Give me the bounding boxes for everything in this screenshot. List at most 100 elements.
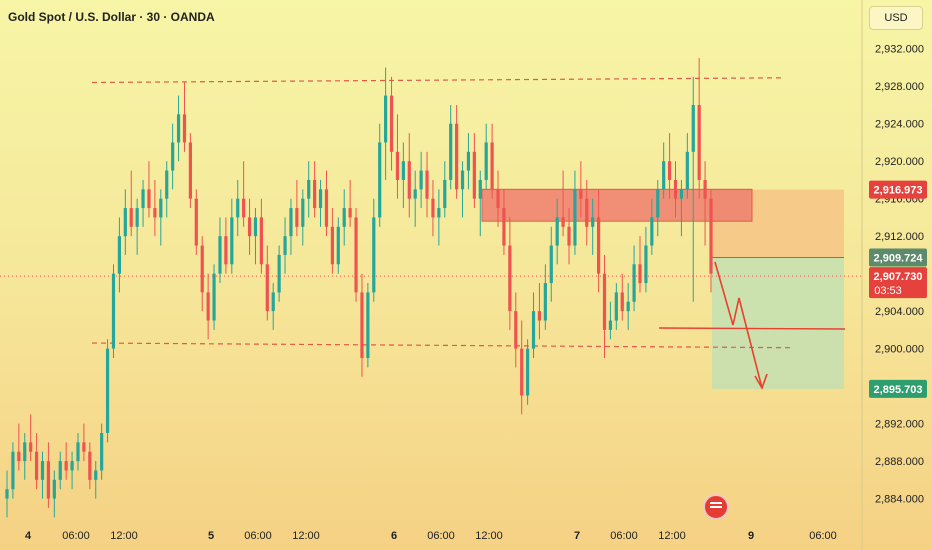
candle-body — [100, 432, 104, 471]
candle-body — [697, 104, 701, 180]
candle-body — [129, 208, 133, 227]
x-tick-label: 6 — [391, 530, 397, 542]
currency-button[interactable]: USD — [869, 6, 923, 30]
candle-body — [703, 179, 707, 199]
candle-body — [171, 142, 175, 171]
candle-body — [336, 226, 340, 265]
y-tick-label: 2,912.000 — [875, 231, 924, 243]
candle-body — [555, 217, 559, 246]
candle-body — [602, 273, 607, 330]
last-price-label-bg — [869, 267, 927, 299]
candle-body — [230, 217, 234, 265]
x-tick-label: 4 — [25, 530, 32, 542]
candle-body — [330, 226, 334, 265]
candle-body — [691, 104, 695, 152]
candle-body — [265, 264, 269, 312]
mid-price-label: 2,909.724 — [874, 253, 924, 265]
candle-body — [656, 189, 660, 218]
candle-body — [176, 114, 181, 143]
candle-body — [5, 489, 9, 499]
candle-body — [573, 189, 577, 246]
candle-body — [165, 170, 169, 199]
candle-body — [141, 189, 145, 209]
candle-body — [242, 198, 246, 218]
candle-body — [354, 217, 358, 293]
candle-body — [620, 292, 624, 312]
candle-body — [662, 161, 666, 190]
candle-body — [277, 254, 281, 293]
candle-body — [378, 142, 382, 218]
candle-body — [94, 470, 98, 480]
candle-body — [591, 217, 595, 227]
candle-body — [531, 311, 536, 349]
candle-body — [34, 451, 39, 480]
candle-body — [52, 479, 56, 499]
candle-body — [46, 461, 51, 499]
candle-body — [508, 245, 512, 312]
target-line — [658, 327, 846, 330]
x-tick-label: 9 — [748, 530, 754, 542]
candle-body — [372, 217, 376, 293]
candle-body — [76, 442, 80, 462]
candle-body — [626, 301, 630, 312]
candle-body — [64, 461, 68, 471]
support-line — [91, 342, 791, 349]
candle-body — [596, 217, 601, 274]
candle-body — [212, 273, 216, 321]
candle-body — [537, 311, 542, 321]
last-price-label: 2,907.730 — [874, 271, 923, 283]
candle-body — [460, 170, 465, 190]
sell-zone-box — [481, 188, 753, 222]
x-tick-label: 06:00 — [62, 530, 90, 542]
us-flag-icon[interactable] — [703, 494, 729, 520]
candle-body — [561, 217, 565, 227]
x-tick-label: 12:00 — [475, 530, 503, 542]
candle-body — [40, 461, 45, 480]
candle-body — [431, 198, 435, 218]
candle-body — [384, 95, 388, 143]
candle-body — [58, 461, 62, 480]
arrow-head — [754, 373, 768, 390]
candle-body — [289, 208, 293, 237]
candle-body — [425, 170, 429, 199]
candle-body — [117, 236, 122, 274]
countdown-label: 03:53 — [874, 285, 902, 297]
y-tick-label: 2,932.000 — [875, 44, 924, 56]
candle-body — [188, 142, 192, 199]
x-tick-label: 12:00 — [292, 530, 320, 542]
candle-body — [11, 451, 15, 490]
candle-body — [105, 348, 110, 433]
candle-body — [401, 161, 405, 180]
x-tick-label: 5 — [208, 530, 214, 542]
candle-body — [632, 264, 636, 302]
candle-body — [29, 442, 33, 452]
candle-body — [153, 208, 157, 218]
y-tick-label: 2,904.000 — [875, 306, 924, 318]
candle-body — [360, 292, 364, 358]
candle-body — [389, 95, 394, 152]
candle-body — [23, 442, 27, 462]
target-price-label: 2,895.703 — [874, 384, 923, 396]
candle-body — [194, 198, 198, 246]
candle-body — [159, 198, 163, 218]
candle-body — [259, 217, 263, 265]
candle-body — [324, 189, 329, 227]
x-tick-label: 7 — [574, 530, 580, 542]
candle-body — [318, 189, 323, 209]
candle-body — [579, 189, 583, 199]
candle-body — [520, 348, 524, 396]
y-tick-label: 2,888.000 — [875, 456, 924, 468]
candle-body — [567, 226, 571, 246]
candle-body — [147, 189, 151, 209]
x-tick-label: 06:00 — [610, 530, 638, 542]
candle-body — [218, 236, 222, 274]
candle-body — [585, 198, 589, 227]
candle-body — [549, 245, 553, 284]
candle-body — [247, 217, 252, 237]
x-tick-label: 06:00 — [427, 530, 455, 542]
candle-body — [111, 273, 116, 349]
candle-body — [673, 179, 678, 199]
candle-body — [514, 311, 518, 349]
